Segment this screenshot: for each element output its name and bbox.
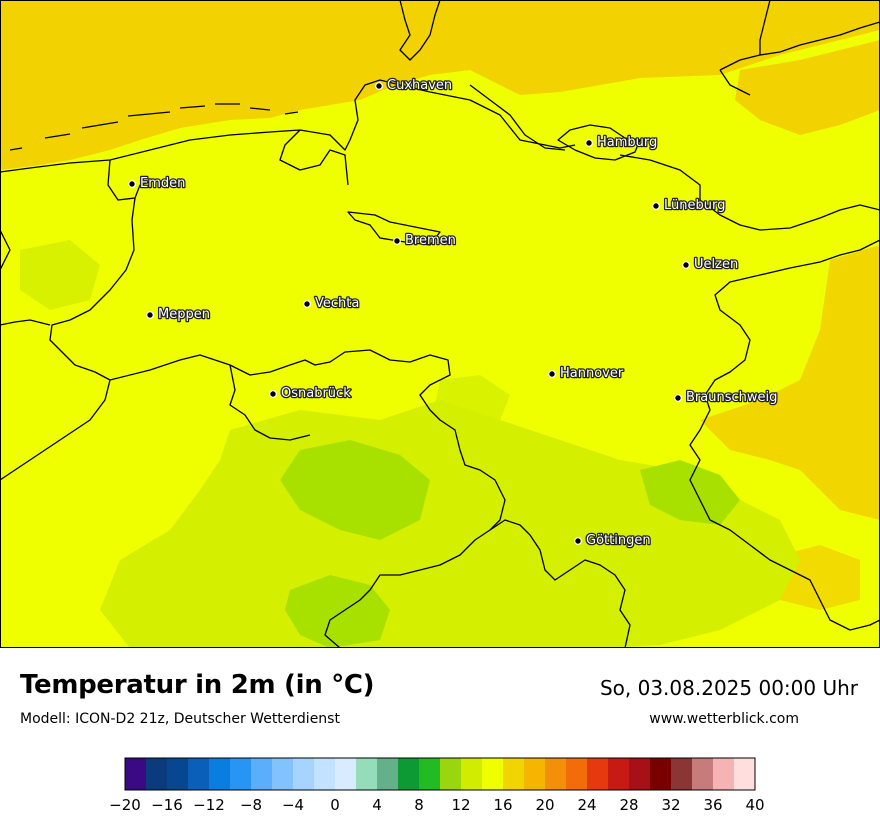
legend-tick-label: 12	[451, 796, 470, 814]
legend-swatch	[251, 758, 273, 790]
legend-swatch	[482, 758, 504, 790]
city-cuxhaven: Cuxhaven	[375, 77, 453, 94]
legend-swatch	[293, 758, 315, 790]
legend-tick-label: 0	[330, 796, 340, 814]
city-label: Emden	[140, 176, 185, 191]
legend-swatch	[188, 758, 210, 790]
cooler-zone-west	[20, 240, 100, 310]
temperature-map: Cuxhaven Hamburg Emden Lüneburg Bremen U…	[0, 0, 880, 648]
legend-tick-label: 16	[493, 796, 512, 814]
legend-tick-label: −20	[109, 796, 141, 814]
cooler-zone-harz	[640, 460, 740, 525]
legend-swatches	[125, 758, 756, 790]
city-label: Braunschweig	[686, 390, 777, 405]
legend-tick-label: 36	[703, 796, 722, 814]
color-scale-legend: −20 −16 −12 −8 −4 0 4 8 12 16 20 24 28 32 36 40	[109, 757, 765, 814]
legend-swatch	[608, 758, 630, 790]
legend-tick-label: 28	[619, 796, 638, 814]
legend-swatch	[734, 758, 756, 790]
boundary-lines	[0, 0, 880, 648]
legend-tick-label: 40	[745, 796, 764, 814]
legend-ticks: −20 −16 −12 −8 −4 0 4 8 12 16 20 24 28 32 36 40	[109, 796, 764, 814]
legend-swatch	[545, 758, 567, 790]
city-label: Meppen	[158, 307, 210, 322]
city-label: Osnabrück	[281, 386, 351, 401]
warm-zone-northeast	[735, 40, 880, 135]
warm-zone-east	[700, 245, 880, 520]
legend-swatch	[503, 758, 525, 790]
legend-swatch	[692, 758, 714, 790]
legend-swatch	[335, 758, 357, 790]
legend-swatch	[398, 758, 420, 790]
legend-swatch	[167, 758, 189, 790]
legend-swatch	[377, 758, 399, 790]
city-label: Göttingen	[586, 533, 651, 548]
city-markers: Cuxhaven Hamburg Emden Lüneburg Bremen U…	[128, 77, 779, 549]
cooler-zone-south	[280, 440, 430, 540]
city-vechta: Vechta	[303, 295, 361, 312]
city-label: Uelzen	[694, 257, 738, 272]
legend-swatch	[272, 758, 294, 790]
legend-tick-label: 8	[414, 796, 424, 814]
city-hannover: Hannover	[548, 365, 625, 382]
city-label: Lüneburg	[664, 198, 725, 213]
legend-tick-label: 4	[372, 796, 382, 814]
legend-swatch	[587, 758, 609, 790]
legend-swatch	[566, 758, 588, 790]
city-hamburg: Hamburg	[585, 134, 659, 151]
legend-swatch	[356, 758, 378, 790]
legend-swatch	[461, 758, 483, 790]
city-label: Hannover	[560, 366, 624, 381]
city-braunschweig: Braunschweig	[674, 389, 779, 406]
legend-swatch	[713, 758, 735, 790]
legend-swatch	[650, 758, 672, 790]
city-goettingen: Göttingen	[574, 532, 652, 549]
city-label: Hamburg	[597, 135, 657, 150]
city-label: Cuxhaven	[387, 78, 452, 93]
legend-tick-label: −4	[282, 796, 304, 814]
website-link[interactable]: www.wetterblick.com	[649, 711, 799, 727]
city-osnabrueck: Osnabrück	[269, 385, 352, 402]
legend-frame	[124, 757, 756, 791]
city-bremen: Bremen	[393, 232, 457, 249]
forecast-datetime: So, 03.08.2025 00:00 Uhr	[599, 676, 858, 700]
legend-swatch	[671, 758, 693, 790]
city-label: Bremen	[405, 233, 456, 248]
cool-zone-south	[100, 400, 800, 648]
legend-swatch	[125, 758, 147, 790]
legend-swatch	[209, 758, 231, 790]
legend-swatch	[419, 758, 441, 790]
chart-title: Temperatur in 2m (in °C)	[20, 670, 375, 700]
legend-tick-label: −16	[151, 796, 183, 814]
city-uelzen: Uelzen	[682, 256, 739, 273]
sea-warm-zone	[0, 0, 880, 170]
city-emden: Emden	[128, 175, 187, 192]
cooler-zone-south-2	[285, 575, 390, 648]
city-lueneburg: Lüneburg	[652, 197, 727, 214]
legend-swatch	[629, 758, 651, 790]
city-meppen: Meppen	[146, 306, 211, 323]
legend-swatch	[146, 758, 168, 790]
legend-tick-label: 20	[535, 796, 554, 814]
cooler-zone-center	[435, 375, 510, 425]
city-label: Vechta	[315, 296, 359, 311]
legend-swatch	[314, 758, 336, 790]
legend-tick-label: 32	[661, 796, 680, 814]
legend-swatch	[524, 758, 546, 790]
legend-swatch	[230, 758, 252, 790]
legend-swatch	[440, 758, 462, 790]
legend-tick-label: 24	[577, 796, 596, 814]
legend-tick-label: −8	[240, 796, 262, 814]
model-info: Modell: ICON-D2 21z, Deutscher Wetterdie…	[20, 711, 340, 727]
legend-tick-label: −12	[193, 796, 225, 814]
